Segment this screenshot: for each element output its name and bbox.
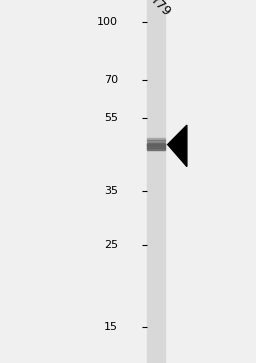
Text: Y79: Y79 <box>148 0 174 19</box>
Text: 70: 70 <box>104 75 118 85</box>
Bar <box>147 148 165 150</box>
Bar <box>147 140 165 142</box>
Bar <box>147 148 165 150</box>
Bar <box>147 0 165 363</box>
Text: 25: 25 <box>104 240 118 250</box>
Text: 55: 55 <box>104 114 118 123</box>
Text: 100: 100 <box>97 17 118 28</box>
Text: 35: 35 <box>104 186 118 196</box>
Bar <box>147 144 165 146</box>
Text: 15: 15 <box>104 322 118 332</box>
Polygon shape <box>168 125 187 167</box>
Bar <box>147 146 165 148</box>
Bar <box>147 143 165 145</box>
Bar <box>147 138 165 140</box>
